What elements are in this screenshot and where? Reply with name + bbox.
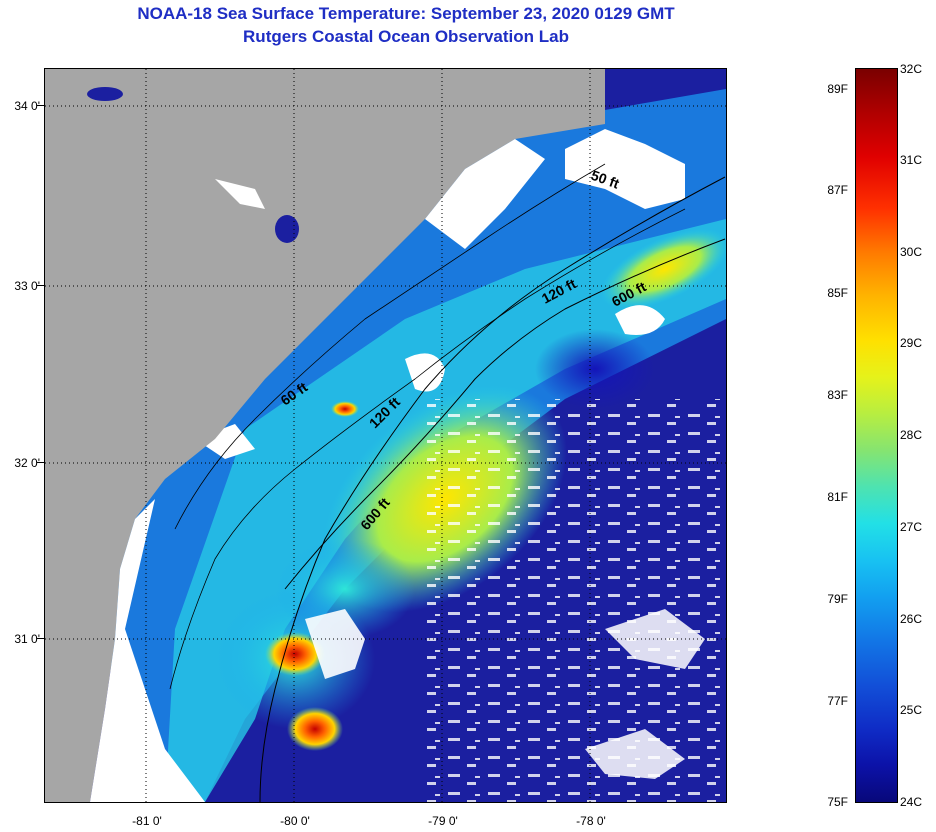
- lon-label-79: -79 0': [428, 814, 458, 828]
- lat-label-31: 31 0': [14, 632, 40, 646]
- lat-label-32: 32 0': [14, 456, 40, 470]
- colorbar-label-f-85: 85F: [827, 286, 848, 300]
- no-data-coastal-ne: [425, 139, 545, 249]
- isobath-120ft: [169, 208, 686, 690]
- colorbar-label-c-26: 26C: [900, 612, 923, 626]
- colorbar-label-c-29: 29C: [900, 336, 923, 350]
- colorbar-label-f-75: 75F: [827, 795, 848, 809]
- lat-tick: [37, 462, 44, 463]
- lon-label-78: -78 0': [576, 814, 606, 828]
- colorbar-label-f-87: 87F: [827, 183, 848, 197]
- lat-tick: [37, 285, 44, 286]
- inland-cloud: [215, 179, 265, 209]
- lat-label-34: 34 0': [14, 99, 40, 113]
- cloud-mass-offshore: [615, 305, 665, 335]
- colorbar-label-c-25: 25C: [900, 703, 923, 717]
- hot-spot-coastal: [331, 401, 359, 417]
- cloud-mass-south: [305, 609, 365, 679]
- temperature-colorbar: [855, 68, 898, 803]
- colorbar-label-c-31: 31C: [900, 153, 923, 167]
- cloud-mass-coast: [195, 424, 255, 459]
- graticule: [45, 69, 726, 802]
- isobath-600ft-outer: [284, 238, 726, 590]
- colorbar-label-c-27: 27C: [900, 520, 923, 534]
- cloud-mass-ne: [565, 129, 685, 209]
- cloud-speckle: [425, 399, 726, 802]
- lat-label-33: 33 0': [14, 279, 40, 293]
- colorbar-label-f-79: 79F: [827, 592, 848, 606]
- land-mass: [45, 69, 605, 802]
- sst-map-canvas: 50 ft 120 ft 600 ft 60 ft 120 ft 600 ft: [45, 69, 726, 802]
- inland-reservoir: [275, 215, 299, 243]
- cloud-mass-far-se: [585, 729, 685, 779]
- hot-spot-south: [287, 707, 343, 751]
- warm-water-zone-ne: [600, 228, 726, 310]
- map-subtitle: Rutgers Coastal Ocean Observation Lab: [243, 27, 569, 46]
- colorbar-label-f-83: 83F: [827, 388, 848, 402]
- colorbar-label-c-32: 32C: [900, 62, 923, 76]
- lat-tick: [37, 638, 44, 639]
- inland-lake: [87, 87, 123, 101]
- lon-label-81: -81 0': [132, 814, 162, 828]
- hot-spot-north: [265, 632, 325, 676]
- lon-label-80: -80 0': [280, 814, 310, 828]
- colorbar-label-f-81: 81F: [827, 490, 848, 504]
- sst-map: 50 ft 120 ft 600 ft 60 ft 120 ft 600 ft: [44, 68, 727, 803]
- colorbar-label-f-89: 89F: [827, 82, 848, 96]
- colorbar-label-c-30: 30C: [900, 245, 923, 259]
- colorbar-label-f-77: 77F: [827, 694, 848, 708]
- cloud-mass-se: [605, 609, 705, 669]
- cool-pool: [535, 329, 655, 409]
- colorbar-label-c-28: 28C: [900, 428, 923, 442]
- isobath-600ft: [259, 176, 726, 802]
- colorbar-label-c-24: 24C: [900, 795, 923, 809]
- map-title: NOAA-18 Sea Surface Temperature: Septemb…: [137, 4, 675, 23]
- no-data-swath: [90, 499, 205, 802]
- lat-tick: [37, 105, 44, 106]
- isobath-50ft: [174, 163, 606, 530]
